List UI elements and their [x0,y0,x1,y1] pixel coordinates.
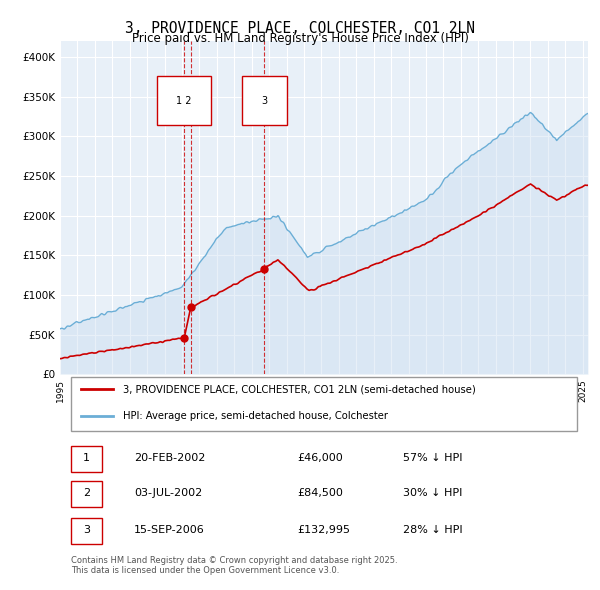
FancyBboxPatch shape [71,518,102,544]
Text: 28% ↓ HPI: 28% ↓ HPI [403,525,463,535]
Text: £84,500: £84,500 [298,487,343,497]
Text: Price paid vs. HM Land Registry's House Price Index (HPI): Price paid vs. HM Land Registry's House … [131,32,469,45]
Text: 1: 1 [83,453,90,463]
Text: 1 2: 1 2 [176,96,192,106]
FancyBboxPatch shape [71,446,102,471]
Text: 15-SEP-2006: 15-SEP-2006 [134,525,205,535]
Text: 30% ↓ HPI: 30% ↓ HPI [403,487,463,497]
Text: £132,995: £132,995 [298,525,350,535]
Text: 03-JUL-2002: 03-JUL-2002 [134,487,202,497]
Text: 57% ↓ HPI: 57% ↓ HPI [403,453,463,463]
Text: 3, PROVIDENCE PLACE, COLCHESTER, CO1 2LN: 3, PROVIDENCE PLACE, COLCHESTER, CO1 2LN [125,21,475,35]
FancyBboxPatch shape [71,481,102,506]
Text: £46,000: £46,000 [298,453,343,463]
Text: 3: 3 [261,96,267,106]
Text: Contains HM Land Registry data © Crown copyright and database right 2025.
This d: Contains HM Land Registry data © Crown c… [71,556,397,575]
Text: HPI: Average price, semi-detached house, Colchester: HPI: Average price, semi-detached house,… [124,411,388,421]
Text: 3, PROVIDENCE PLACE, COLCHESTER, CO1 2LN (semi-detached house): 3, PROVIDENCE PLACE, COLCHESTER, CO1 2LN… [124,384,476,394]
FancyBboxPatch shape [71,377,577,431]
Text: 2: 2 [83,487,90,497]
Text: 20-FEB-2002: 20-FEB-2002 [134,453,205,463]
Text: 3: 3 [83,525,90,535]
